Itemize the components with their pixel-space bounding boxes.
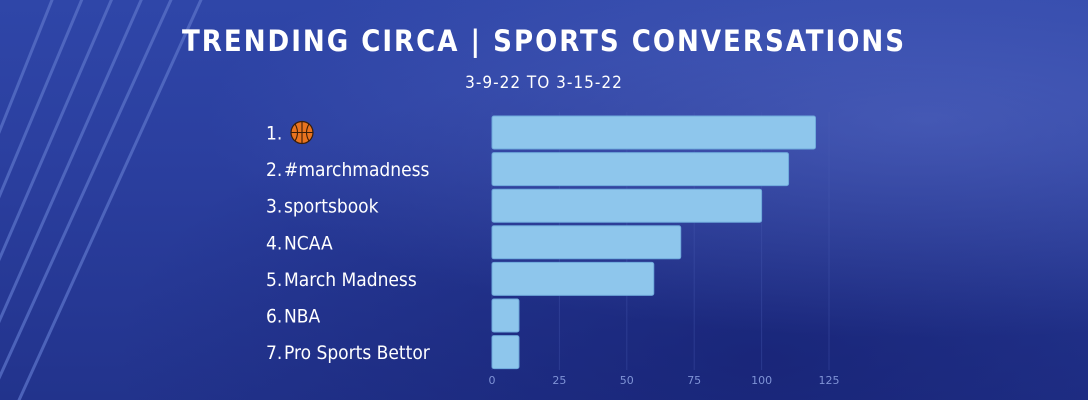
rank-number-3: 3. [266, 196, 282, 218]
x-tick-label-25: 25 [552, 374, 566, 387]
category-label-6: NBA [284, 306, 321, 328]
category-label-3: sportsbook [284, 196, 379, 218]
bar-2 [491, 152, 790, 187]
bar-6 [491, 298, 520, 333]
bar-7 [491, 335, 520, 370]
category-label-7: Pro Sports Bettor [284, 342, 431, 364]
chart-title: TRENDING CIRCA | SPORTS CONVERSATIONS [181, 24, 907, 58]
category-label-4: NCAA [284, 232, 333, 254]
basketball-seam-left [294, 123, 299, 142]
x-tick-label-100: 100 [751, 374, 772, 387]
category-label-2: #marchmadness [284, 159, 430, 181]
bar-1 [491, 115, 817, 150]
rank-number-7: 7. [266, 342, 282, 364]
rank-number-5: 5. [266, 269, 282, 291]
rank-number-1: 1. [266, 123, 282, 145]
diagonal-stripes-decoration [0, 0, 203, 400]
x-tick-label-75: 75 [687, 374, 701, 387]
x-tick-label-0: 0 [489, 374, 496, 387]
bar-3 [491, 188, 763, 223]
chart-subtitle: 3-9-22 TO 3-15-22 [465, 73, 623, 93]
rank-number-6: 6. [266, 306, 282, 328]
bar-4 [491, 225, 682, 260]
basketball-seam-right [305, 123, 310, 142]
x-tick-label-50: 50 [620, 374, 634, 387]
x-tick-label-125: 125 [819, 374, 840, 387]
bar-5 [491, 261, 655, 296]
rank-number-2: 2. [266, 159, 282, 181]
category-label-5: March Madness [284, 269, 417, 291]
rank-number-4: 4. [266, 232, 282, 254]
